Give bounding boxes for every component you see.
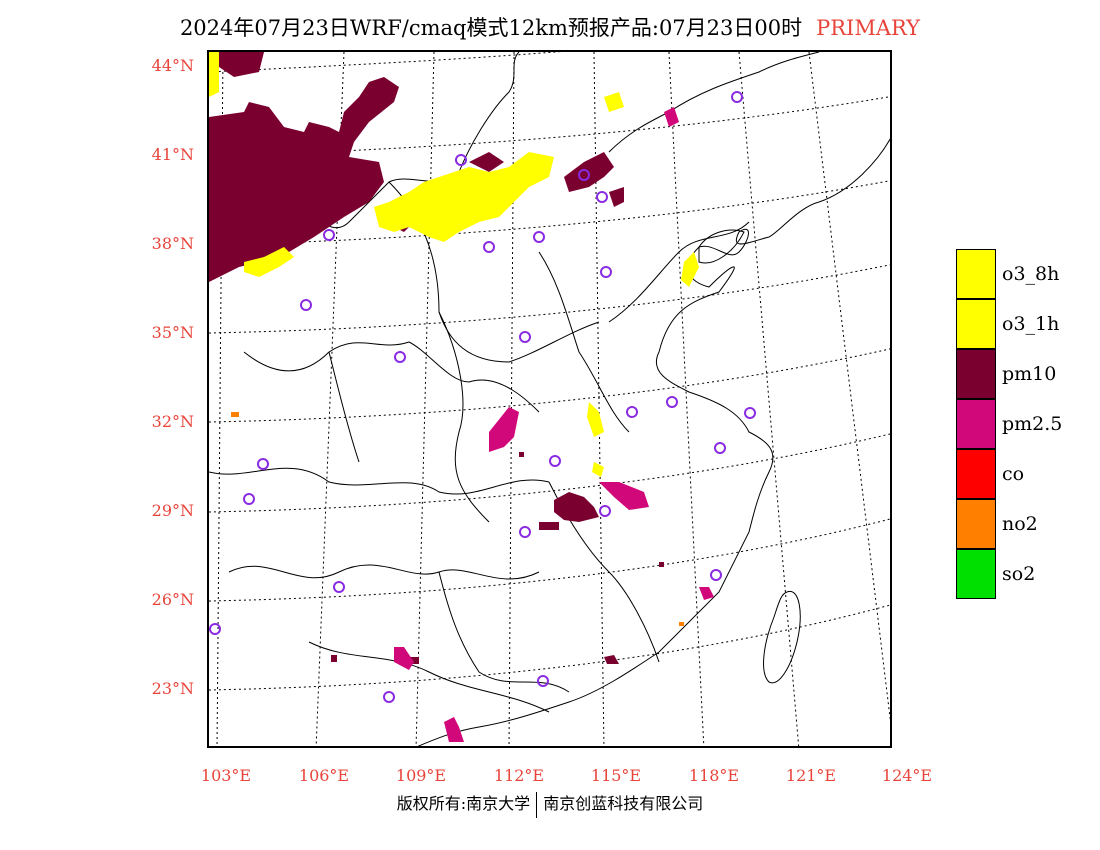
lon-label-106: 106°E	[298, 766, 350, 785]
lat-label-38: 38°N	[151, 234, 194, 253]
legend-label: so2	[1002, 563, 1036, 585]
legend-label: o3_1h	[1002, 313, 1060, 335]
lat-label-26: 26°N	[151, 590, 194, 609]
lon-label-103: 103°E	[200, 766, 252, 785]
coastline	[417, 138, 890, 746]
legend-swatch	[956, 449, 996, 499]
lat-label-32: 32°N	[151, 412, 194, 431]
pm25-areas	[394, 107, 714, 742]
lon-label-112: 112°E	[493, 766, 545, 785]
lat-label-41: 41°N	[151, 145, 194, 164]
lat-label-23: 23°N	[151, 679, 194, 698]
legend-swatch	[956, 499, 996, 549]
footer-separator	[536, 791, 538, 818]
title-main: 2024年07月23日WRF/cmaq模式12km预报产品:07月23日00时	[179, 16, 803, 40]
footer-copyright: 版权所有:南京大学	[396, 794, 531, 813]
title-tag: PRIMARY	[816, 16, 921, 40]
map-panel	[207, 50, 892, 748]
no2-areas	[231, 412, 684, 626]
legend-label: co	[1002, 463, 1025, 485]
lon-label-124: 124°E	[881, 766, 933, 785]
chart-title: 2024年07月23日WRF/cmaq模式12km预报产品:07月23日00时 P…	[0, 12, 1100, 42]
legend-swatch	[956, 399, 996, 449]
lon-label-121: 121°E	[785, 766, 837, 785]
latitude-gridlines	[209, 52, 890, 691]
lon-label-109: 109°E	[395, 766, 447, 785]
peninsula-outline	[698, 229, 745, 264]
pollution-map	[209, 52, 890, 746]
station-markers	[209, 91, 756, 703]
footer-company: 南京创蓝科技有限公司	[543, 794, 704, 813]
lon-label-118: 118°E	[688, 766, 740, 785]
legend-swatch	[956, 549, 996, 599]
legend-label: pm10	[1002, 363, 1057, 385]
lat-label-35: 35°N	[151, 323, 194, 342]
footer: 版权所有:南京大学 南京创蓝科技有限公司	[0, 790, 1100, 818]
legend-label: pm2.5	[1002, 413, 1063, 435]
legend-swatch	[956, 299, 996, 349]
o3-areas	[209, 52, 699, 477]
taiwan-outline	[763, 590, 801, 684]
legend-label: no2	[1002, 513, 1038, 535]
lat-label-29: 29°N	[151, 501, 194, 520]
lon-label-115: 115°E	[590, 766, 642, 785]
lat-label-44: 44°N	[151, 56, 194, 75]
legend-swatch	[956, 349, 996, 399]
legend-label: o3_8h	[1002, 263, 1060, 285]
legend-swatch	[956, 249, 996, 299]
